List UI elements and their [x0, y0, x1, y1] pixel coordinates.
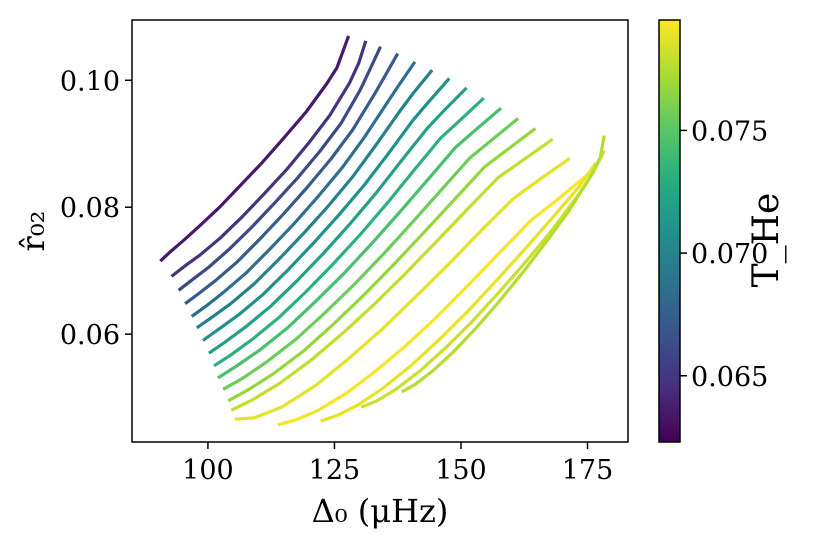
series-line-10: [217, 106, 503, 380]
y-tick-label: 0.06: [60, 320, 120, 351]
series-line-14: [234, 156, 571, 421]
series-line-2: [170, 40, 368, 278]
series-line-13: [230, 137, 554, 412]
series-line-5: [190, 60, 417, 318]
colorbar-tick-label: 0.070: [691, 239, 768, 270]
colorbar-axis: 0.065 0.070 0.075: [680, 116, 768, 393]
y-tick-label: 0.08: [60, 193, 120, 224]
x-tick-label: 125: [309, 455, 361, 486]
series-line-9: [213, 96, 485, 368]
y-axis-label: r̂₀₂: [14, 211, 52, 252]
x-axis-label: Δ₀ (μHz): [312, 492, 449, 530]
series-line-7: [201, 77, 451, 342]
series-line-15: [277, 173, 589, 427]
series-line-3: [177, 46, 382, 292]
series-line-16: [320, 161, 598, 423]
series-line-12: [227, 127, 537, 403]
series-line-1: [159, 35, 351, 263]
series-line-8: [207, 86, 468, 355]
x-tick-label: 150: [435, 455, 487, 486]
x-axis: 100 125 150 175: [182, 442, 613, 486]
plot-frame: [131, 19, 629, 443]
plot-series: [159, 35, 606, 427]
colorbar-tick-label: 0.065: [691, 362, 768, 393]
series-line-11: [222, 117, 520, 391]
series-line-6: [195, 69, 434, 330]
y-axis: 0.06 0.08 0.10: [60, 66, 132, 351]
colorbar-tick-label: 0.075: [691, 116, 768, 147]
x-tick-label: 175: [562, 455, 614, 486]
series-line-18: [401, 135, 606, 394]
y-tick-label: 0.10: [60, 66, 120, 97]
colorbar: [658, 19, 681, 443]
x-tick-label: 100: [182, 455, 234, 486]
colorbar-label: T_He: [746, 193, 787, 288]
series-line-4: [184, 52, 400, 305]
